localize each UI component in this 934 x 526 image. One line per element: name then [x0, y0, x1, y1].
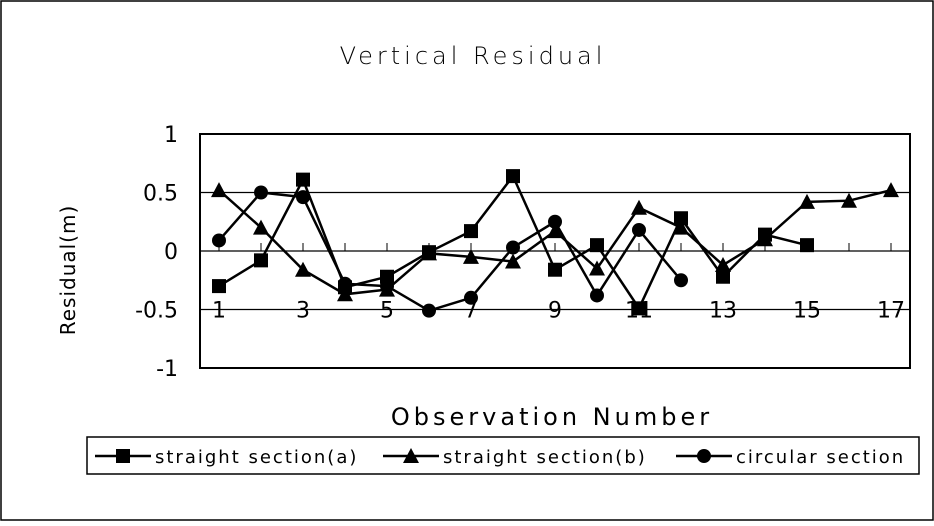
x-tick-label: 5: [380, 299, 394, 324]
data-point: [632, 222, 646, 237]
legend-items: straight section(a) straight section(b) ci…: [95, 447, 905, 468]
data-point: [590, 288, 604, 303]
data-point: [254, 253, 268, 268]
y-tick-label: -1: [156, 357, 178, 382]
x-tick-labels: 1357911131517: [212, 299, 905, 324]
x-tick-label: 13: [709, 299, 737, 324]
data-point: [631, 199, 647, 215]
legend: straight section(a) straight section(b) ci…: [86, 436, 920, 475]
data-point: [841, 192, 857, 208]
data-point: [589, 260, 605, 276]
series-triangle: [211, 182, 899, 302]
data-point: [506, 169, 520, 184]
x-tick-label: 3: [296, 299, 310, 324]
y-tick-labels: 1 0.5 0 -0.5 -1: [135, 123, 178, 382]
series-layer: [211, 169, 899, 318]
x-tick-label: 7: [464, 299, 478, 324]
series-line: [218, 191, 682, 313]
data-point: [463, 248, 479, 264]
legend-item-triangle: straight section(b): [383, 447, 647, 468]
data-point: [380, 279, 394, 294]
y-tick-label: 0.5: [143, 182, 178, 207]
data-point: [548, 214, 562, 229]
legend-item-circle: circular section: [676, 447, 905, 468]
y-tick-label: 1: [164, 123, 178, 148]
data-point: [757, 231, 773, 247]
data-point: [338, 276, 352, 291]
data-point: [674, 211, 688, 226]
x-tick-label: 15: [793, 299, 821, 324]
data-point: [464, 224, 478, 239]
data-point: [632, 301, 646, 316]
legend-marker: [697, 449, 711, 463]
data-point: [800, 238, 814, 253]
y-tick-label: 0: [164, 240, 178, 265]
legend-label: circular section: [736, 447, 905, 468]
series-square: [212, 169, 814, 316]
data-point: [422, 303, 436, 318]
data-point: [254, 185, 268, 200]
legend-marker: [116, 449, 130, 463]
data-point: [212, 233, 226, 248]
data-point: [547, 223, 563, 239]
legend-marker: [403, 448, 419, 463]
data-point: [296, 190, 310, 205]
legend-label: straight section(b): [443, 447, 647, 468]
data-point: [253, 219, 269, 235]
data-point: [674, 273, 688, 288]
legend-box: [86, 436, 920, 475]
data-point: [337, 286, 353, 302]
x-axis-label: Observation Number: [391, 403, 713, 431]
data-point: [715, 257, 731, 273]
data-point: [673, 219, 689, 235]
x-tick-label: 17: [877, 299, 905, 324]
legend-label: straight section(a): [155, 447, 358, 468]
data-point: [212, 279, 226, 294]
x-tick-label: 1: [212, 299, 226, 324]
data-point: [506, 240, 520, 255]
data-point: [799, 193, 815, 209]
data-point: [211, 182, 227, 198]
data-point: [716, 269, 730, 284]
data-point: [505, 253, 521, 269]
data-point: [883, 182, 899, 198]
data-point: [421, 245, 437, 261]
data-point: [590, 238, 604, 253]
x-tick-label: 9: [548, 299, 562, 324]
series-circle: [212, 185, 688, 318]
y-axis-label: Residual(m): [56, 205, 80, 336]
data-point: [464, 290, 478, 305]
legend-item-square: straight section(a): [95, 447, 358, 468]
data-point: [295, 261, 311, 277]
chart-title: Vertical Residual: [340, 42, 607, 70]
data-point: [296, 172, 310, 187]
y-tick-label: -0.5: [135, 299, 178, 324]
data-point: [548, 262, 562, 277]
